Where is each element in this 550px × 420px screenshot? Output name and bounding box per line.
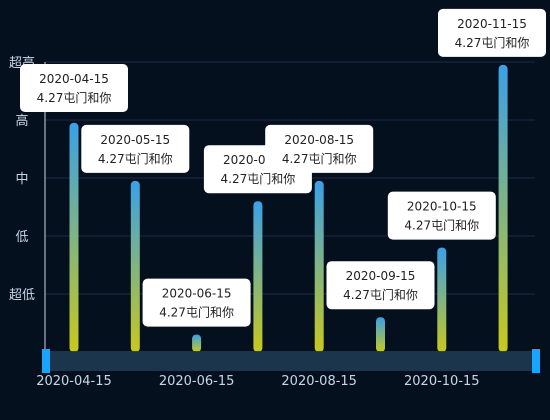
tooltip-box — [142, 278, 251, 327]
tooltip-value: 4.27屯门和你 — [159, 305, 234, 320]
tooltip-box — [326, 261, 435, 310]
x-tick-label: 2020-04-15 — [36, 374, 112, 389]
x-axis-ticks: 2020-04-15 2020-06-15 2020-08-15 2020-10-15 — [36, 374, 479, 389]
tooltip-date: 2020-06-15 — [162, 287, 232, 301]
x-tick-label: 2020-06-15 — [159, 374, 235, 389]
tooltip: 2020-06-15 4.27屯门和你 — [142, 278, 251, 327]
tooltip-box — [20, 64, 128, 112]
tooltip-box — [387, 191, 496, 240]
bar-2020-05-15[interactable] — [130, 180, 140, 352]
slider-handle-right[interactable] — [532, 349, 540, 373]
slider-handle-left[interactable] — [42, 349, 50, 373]
x-tick-label: 2020-08-15 — [281, 374, 357, 389]
tooltip-date: 2020-04-15 — [39, 72, 109, 86]
tooltip-date: 2020-05-15 — [100, 133, 170, 147]
tooltip-value: 4.27屯门和你 — [98, 151, 173, 166]
tooltip-box — [81, 124, 190, 173]
bar-2020-07-15[interactable] — [253, 201, 263, 352]
tooltip-value: 4.27屯门和你 — [37, 90, 112, 105]
y-tick-label: 超低 — [9, 288, 35, 303]
tooltip: 2020-09-15 4.27屯门和你 — [326, 261, 435, 310]
bar-2020-09-15[interactable] — [376, 317, 385, 352]
tooltip: 2020-04-15 4.27屯门和你 — [20, 64, 128, 112]
tooltip-value: 4.27屯门和你 — [404, 218, 479, 233]
bar-2020-04-15[interactable] — [69, 122, 79, 353]
tooltip-date: 2020-10-15 — [407, 200, 477, 214]
tooltip: 2020-05-15 4.27屯门和你 — [81, 124, 190, 173]
tooltip-date: 2020-09-15 — [346, 269, 416, 283]
tooltip-date: 2020-11-15 — [457, 17, 527, 31]
tooltip: 2020-10-15 4.27屯门和你 — [387, 191, 496, 240]
data-zoom-slider[interactable] — [42, 349, 540, 373]
tooltip-value: 4.27屯门和你 — [343, 287, 418, 302]
y-tick-label: 高 — [15, 113, 28, 129]
tooltip-value: 4.27屯门和你 — [221, 171, 296, 186]
tooltip-box — [265, 124, 374, 173]
tooltip-box — [438, 8, 546, 57]
bars — [69, 64, 508, 353]
tooltip-value: 4.27屯门和你 — [282, 151, 357, 166]
tooltip: 2020-08-15 4.27屯门和你 — [265, 124, 374, 173]
y-tick-label: 低 — [15, 230, 28, 245]
bar-2020-06-15[interactable] — [192, 334, 202, 352]
bar-2020-10-15[interactable] — [437, 247, 447, 352]
tooltip-value: 4.27屯门和你 — [455, 35, 530, 50]
tooltip-date: 2020-08-15 — [284, 133, 354, 147]
tooltip: 2020-11-15 4.27屯门和你 — [438, 8, 546, 57]
y-tick-label: 中 — [15, 172, 28, 187]
bar-2020-08-15[interactable] — [314, 180, 324, 352]
slider-track[interactable] — [46, 351, 536, 371]
bar-2020-11-15[interactable] — [498, 64, 508, 353]
x-tick-label: 2020-10-15 — [404, 374, 480, 389]
tooltips: 2020-04-154.27屯门和你2020-05-154.27屯门和你2020… — [20, 8, 546, 327]
